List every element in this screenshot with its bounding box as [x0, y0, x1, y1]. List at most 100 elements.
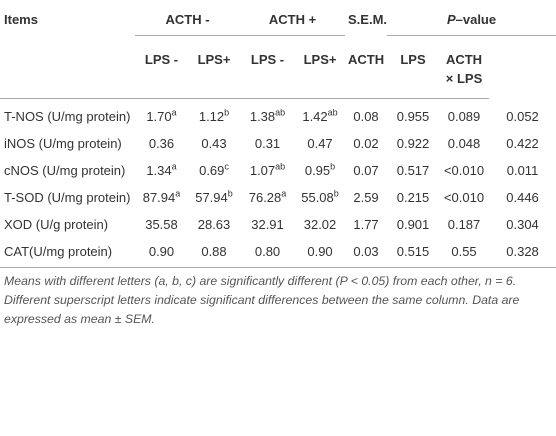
cell: 57.94b: [188, 184, 240, 211]
sub-header: LPS+: [188, 35, 241, 99]
cell: 0.80: [240, 238, 296, 268]
cell-value: 55.08: [301, 190, 334, 205]
cell: 0.328: [489, 238, 556, 268]
cell: 0.55: [439, 238, 490, 268]
cell: 35.58: [145, 217, 178, 232]
cell: 0.955: [396, 109, 430, 124]
cell: 87.94a: [135, 184, 188, 211]
cell: 0.03: [345, 238, 388, 268]
table-row: T-SOD (U/mg protein) 87.94a 57.94b 76.28a 55…: [0, 184, 556, 211]
p-italic: P: [446, 12, 456, 27]
cell-superscript: ab: [275, 161, 286, 172]
sub-header: ACTH × LPS: [439, 35, 490, 99]
cell: 0.446: [506, 190, 539, 205]
cell-value: 1.12: [198, 109, 225, 124]
cell-value: 57.94: [195, 190, 228, 205]
page: {"table": { "header": {"items": "Items",…: [0, 6, 556, 436]
cell: 0.011: [506, 163, 539, 178]
row-label: XOD (U/g protein): [4, 217, 109, 232]
cell: 0.07: [353, 163, 379, 178]
cell: 0.90: [135, 238, 188, 268]
cell: 0.47: [307, 136, 333, 151]
cell: 32.02: [303, 217, 337, 232]
cell-superscript: ab: [327, 107, 338, 118]
cell-value: 1.42: [302, 109, 328, 124]
cell: 0.95b: [295, 157, 345, 184]
cell-superscript: b: [333, 188, 339, 199]
cell-value: 1.34: [146, 163, 172, 178]
row-label: T-SOD (U/mg protein): [4, 190, 131, 205]
cell-superscript: a: [175, 188, 181, 199]
cell-value: 1.07: [249, 163, 276, 178]
cell: 0.69c: [188, 157, 240, 184]
sub-header: LPS: [387, 35, 440, 99]
sub-header: ACTH: [345, 35, 388, 99]
cell-value: 0.95: [304, 163, 331, 178]
cell-superscript: a: [171, 107, 177, 118]
cell: <0.010: [443, 163, 485, 178]
cell: 0.304: [506, 217, 539, 232]
cell: <0.010: [443, 190, 485, 205]
table-row: iNOS (U/mg protein) 0.36 0.43 0.31 0.47 0.02 0…: [0, 130, 556, 157]
cell: 0.08: [353, 109, 379, 124]
cell-value: 87.94: [142, 190, 176, 205]
row-label: iNOS (U/mg protein): [4, 136, 122, 151]
cell-value: 1.70: [146, 109, 172, 124]
cell: 1.34a: [135, 157, 188, 184]
header-sem: S.E.M.: [348, 12, 388, 27]
cell: 0.048: [447, 136, 481, 151]
cell: 1.70a: [135, 99, 188, 131]
sub-header: LPS+: [295, 35, 346, 99]
cell: 1.77: [353, 217, 379, 232]
cell: 76.28a: [240, 184, 295, 211]
cell: 0.187: [447, 217, 481, 232]
cell-superscript: a: [171, 161, 177, 172]
cell: 0.422: [506, 136, 539, 151]
cell-value: 0.69: [199, 163, 225, 178]
row-label: CAT(U/mg protein): [0, 238, 135, 268]
table-row: T-NOS (U/mg protein) 1.70a 1.12b 1.38ab 1.42…: [0, 99, 556, 131]
table-row: CAT(U/mg protein) 0.90 0.88 0.80 0.90 0.03 0.5…: [0, 238, 556, 268]
cell: 0.02: [353, 136, 379, 151]
p-rest: –value: [455, 12, 497, 27]
blank: [0, 35, 135, 99]
table-row: cNOS (U/mg protein) 1.34a 0.69c 1.07ab 0.95b…: [0, 157, 556, 184]
cell: 1.38ab: [240, 99, 295, 131]
cell: 0.43: [201, 136, 227, 151]
cell-superscript: a: [281, 188, 287, 199]
cell-superscript: b: [224, 107, 230, 118]
cell: 0.36: [148, 136, 175, 151]
cell: 0.089: [447, 109, 481, 124]
cell: 1.42ab: [295, 99, 345, 131]
cell-superscript: b: [330, 161, 336, 172]
cell-value: 76.28: [248, 190, 282, 205]
footnote: Means with different letters (a, b, c) a…: [4, 274, 520, 326]
table-row: XOD (U/g protein) 35.58 28.63 32.91 32.02 1.7…: [0, 211, 556, 238]
cell: 1.12b: [188, 99, 240, 131]
header-pvalue: P–value: [387, 6, 556, 36]
cell-superscript: b: [227, 188, 233, 199]
header-acth-minus: ACTH -: [135, 6, 241, 36]
cell: 0.922: [396, 136, 430, 151]
sub-header: LPS -: [135, 35, 188, 99]
cell: 28.63: [197, 217, 231, 232]
cell: 0.515: [387, 238, 440, 268]
cell: 55.08b: [295, 184, 345, 211]
row-label: T-NOS (U/mg protein): [4, 109, 131, 124]
cell-value: 1.38: [249, 109, 276, 124]
cell-superscript: ab: [275, 107, 286, 118]
cell: 0.517: [396, 163, 430, 178]
cell: 0.215: [396, 190, 430, 205]
cell: 32.91: [251, 217, 284, 232]
row-label: cNOS (U/mg protein): [4, 163, 126, 178]
data-table: Items ACTH - ACTH + S.E.M. P–value LPS -…: [0, 6, 556, 268]
cell: 1.07ab: [240, 157, 295, 184]
cell: 0.31: [254, 136, 281, 151]
cell: 2.59: [353, 190, 379, 205]
cell: 0.052: [506, 108, 539, 124]
cell: 0.90: [295, 238, 346, 268]
sub-header: LPS -: [240, 35, 296, 99]
header-acth-plus: ACTH +: [240, 6, 346, 36]
header-items: Items: [4, 12, 38, 27]
cell: 0.88: [188, 238, 241, 268]
